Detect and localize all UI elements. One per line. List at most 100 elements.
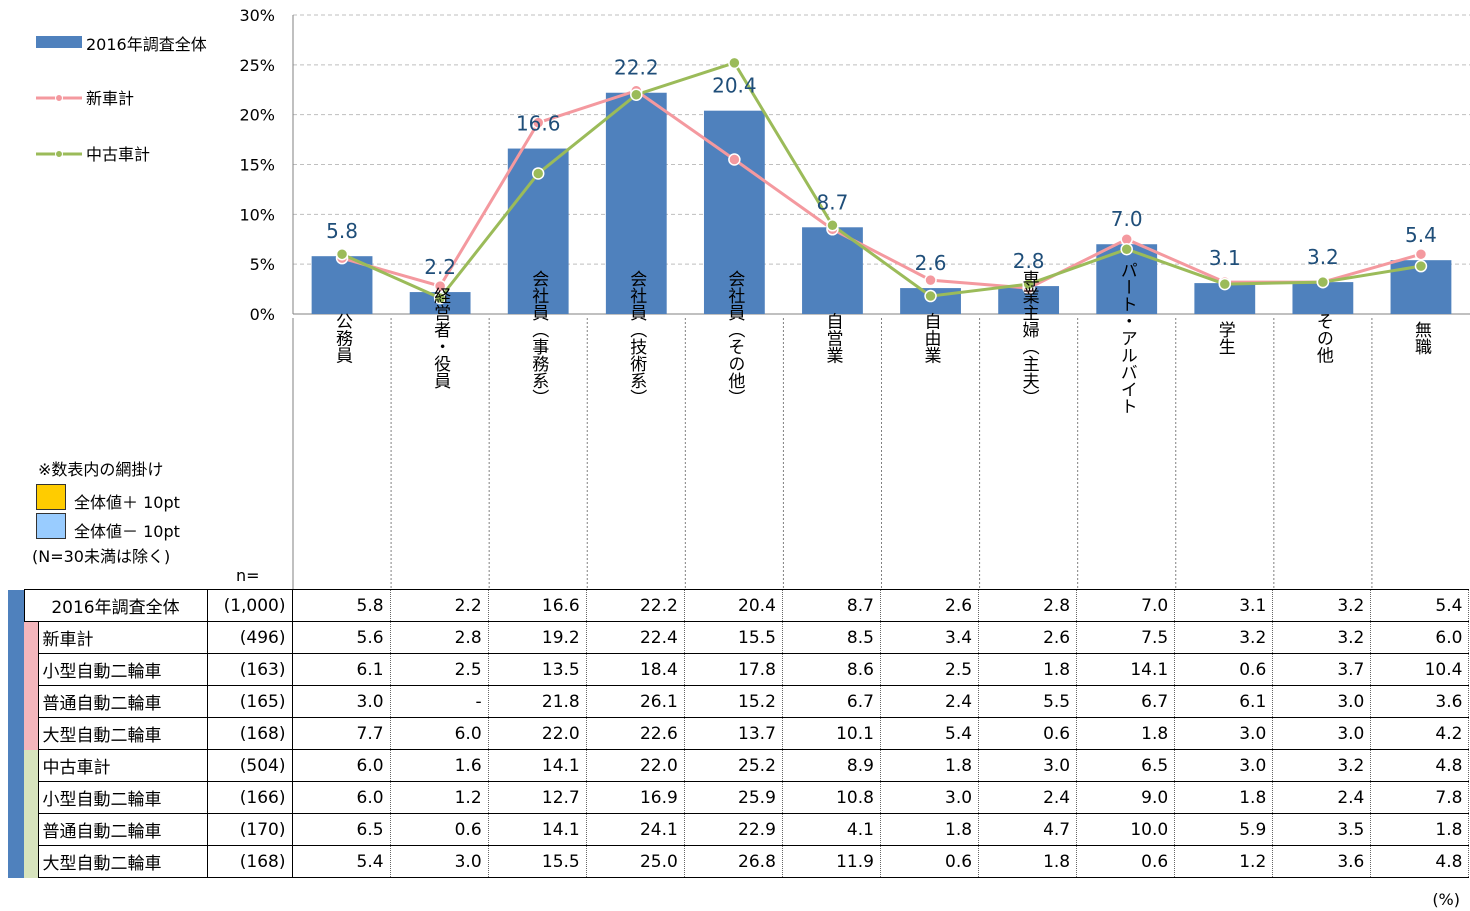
table-cell: 3.5 [1272,813,1372,846]
table-cell: 2.4 [879,685,980,718]
table-cell: 3.0 [978,749,1078,782]
row-label: 普通自動二輪車 [37,685,208,718]
line-point [1120,242,1133,256]
data-label: 22.2 [614,56,659,80]
series-line [341,89,1422,290]
x-tick-label: 会社員（技術系） [626,270,647,406]
legend-label-overall: 2016年調査全体 [86,35,207,54]
table-cell: 6.1 [291,653,391,686]
line-point [630,88,643,101]
table-cell: 5.4 [1370,589,1470,622]
table-cell: 1.2 [389,781,489,814]
table-cell: 7.7 [291,717,391,750]
table-cell: 3.0 [879,781,980,814]
table-cell: 21.8 [487,685,587,718]
table-cell: 6.7 [1076,685,1176,718]
table-cell: 6.0 [291,749,391,782]
table-row: 小型自動二輪車 (166) 6.0 1.2 12.7 16.9 25.9 10.8 3.0 2.4… [8,781,1470,814]
table-cell: 16.9 [585,781,685,814]
table-cell: 6.1 [1174,685,1274,718]
line-point [531,167,545,180]
y-tick-label: 0% [250,305,275,324]
sample-size: (168) [206,845,293,878]
table-cell: 7.0 [1076,589,1176,622]
data-label: 2.2 [424,255,456,279]
line-point [728,153,741,166]
table-cell: 1.8 [978,845,1078,878]
y-tick-label: 5% [250,255,275,274]
data-label: 8.7 [817,190,849,214]
legend-swatch-overall [36,36,82,48]
table-cell: 5.4 [291,845,391,878]
row-label: 2016年調査全体 [23,589,208,622]
sample-size: (504) [206,749,293,782]
table-cell: 13.5 [487,653,587,686]
table-cell: 16.6 [487,589,587,622]
table-cell: 3.6 [1370,685,1470,718]
x-tick-label: その他 [1313,313,1334,364]
table-cell: 3.0 [1174,717,1274,750]
data-label: 16.6 [516,112,561,136]
line-point [924,273,937,287]
table-cell: 14.1 [487,813,587,846]
table-cell: 0.6 [1076,845,1176,878]
table-cell: 2.8 [978,589,1078,622]
x-tick-label: 経営者・役員 [430,287,451,389]
table-cell: 10.1 [781,717,881,750]
row-label: 小型自動二輪車 [37,653,208,686]
plus-shade-label: 全体値＋ 10pt [74,493,180,512]
table-cell: 10.8 [781,781,881,814]
line-point [1414,259,1428,273]
table-cell: 1.6 [389,749,489,782]
table-cell: 10.0 [1076,813,1176,846]
y-tick-label: 15% [239,156,275,175]
line-point [1414,247,1428,261]
line-point [1316,275,1330,289]
x-tick-label: 会社員（事務系） [528,270,549,406]
table-cell: 1.8 [1370,813,1470,846]
x-tick-label: 専業主婦（主夫） [1019,270,1040,406]
table-cell: 13.7 [683,717,783,750]
table-cell: 3.0 [1272,685,1372,718]
table-row: 小型自動二輪車 (163) 6.1 2.5 13.5 18.4 17.8 8.6 2.5 1.8 1… [8,653,1470,686]
table-cell: 4.7 [978,813,1078,846]
sample-size: (168) [206,717,293,750]
unit-label: (%) [1432,890,1460,909]
table-cell: 0.6 [389,813,489,846]
table-cell: 14.1 [487,749,587,782]
table-cell: 8.7 [781,589,881,622]
line-point [433,279,447,293]
table-cell: 19.2 [487,621,587,654]
table-cell: 3.2 [1272,621,1372,654]
table-cell: 22.4 [585,621,685,654]
table-cell: 15.2 [683,685,783,718]
table-cell: 5.6 [291,621,391,654]
legend-label: 新車計 [86,89,134,108]
table-cell: 9.0 [1076,781,1176,814]
chart-area: 0% 5% 10% 15% 20% 25% 30% 5.8 2.2 16.6 22.2 20.4 8.7… [36,6,1470,590]
exclusion-note: (N=30未満は除く) [32,547,171,566]
table-cell: 3.0 [1272,717,1372,750]
group-bar-used [24,749,38,878]
table-cell: 1.8 [879,749,980,782]
table-cell: 3.6 [1272,845,1372,878]
sample-size: (496) [206,621,293,654]
table-cell: 1.2 [1174,845,1274,878]
row-label: 小型自動二輪車 [37,781,208,814]
table-cell: - [389,685,489,718]
table-cell: 14.1 [1076,653,1176,686]
table-cell: 4.1 [781,813,881,846]
table-cell: 2.6 [879,589,980,622]
table-cell: 11.9 [781,845,881,878]
table-cell: 3.0 [1174,749,1274,782]
table-row: 普通自動二輪車 (165) 3.0-21.8 26.1 15.2 6.7 2.4 5.5 6.7… [8,685,1470,718]
table-cell: 5.8 [291,589,391,622]
table-cell: 4.8 [1370,749,1470,782]
table-cell: 26.1 [585,685,685,718]
table-cell: 6.0 [291,781,391,814]
row-label: 普通自動二輪車 [37,813,208,846]
minus-shade-label: 全体値－ 10pt [74,522,180,541]
sample-size: (166) [206,781,293,814]
table-cell: 5.5 [978,685,1078,718]
table-cell: 3.0 [389,845,489,878]
